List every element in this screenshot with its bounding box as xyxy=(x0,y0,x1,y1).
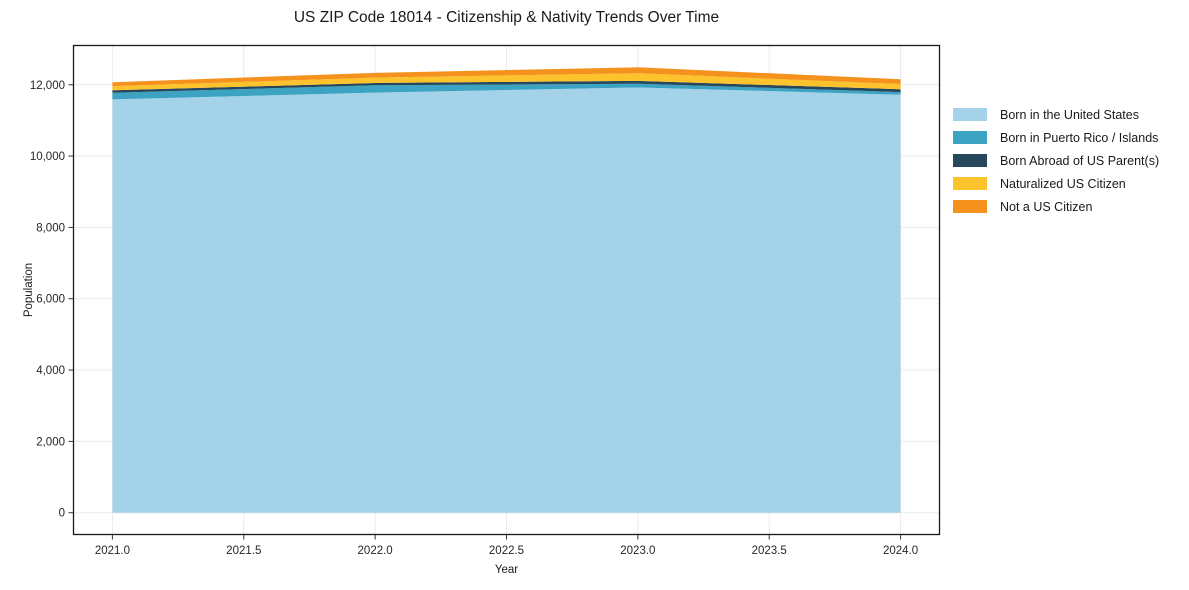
legend-swatch-born-us xyxy=(953,108,987,121)
legend-item-not-citizen: Not a US Citizen xyxy=(953,199,1159,214)
y-axis-label: Population xyxy=(23,262,35,318)
legend-item-born-abroad: Born Abroad of US Parent(s) xyxy=(953,153,1160,168)
y-tick-label: 0 xyxy=(59,508,65,520)
x-tick-label: 2021.5 xyxy=(226,545,261,557)
legend-swatch-born-abroad xyxy=(953,154,987,167)
legend-label-naturalized: Naturalized US Citizen xyxy=(1000,176,1126,191)
x-tick-label: 2022.0 xyxy=(358,545,393,557)
legend-swatch-naturalized xyxy=(953,177,987,190)
plot-area: 2021.0 2021.5 2022.0 2022.5 2023.0 2023.5 2024… xyxy=(30,44,941,557)
y-tick-label: 10,000 xyxy=(30,151,65,163)
y-tick-label: 6,000 xyxy=(36,294,65,306)
y-tick-label: 12,000 xyxy=(30,80,65,92)
y-tick-label: 4,000 xyxy=(36,365,65,377)
legend-swatch-not-citizen xyxy=(953,200,987,213)
x-tick-label: 2023.0 xyxy=(620,545,655,557)
legend-swatch-puerto-rico xyxy=(953,131,987,144)
area-born-in-puerto-rico-islands xyxy=(112,83,901,100)
area-born-in-the-united-states xyxy=(112,87,901,513)
x-tick-label: 2022.5 xyxy=(489,545,524,557)
legend-label-puerto-rico: Born in Puerto Rico / Islands xyxy=(1000,130,1159,145)
legend-item-naturalized: Naturalized US Citizen xyxy=(953,176,1159,191)
legend: Born in the United States Born in Puerto… xyxy=(953,108,1159,223)
x-tick-label: 2021.0 xyxy=(95,545,130,557)
x-axis-label: Year xyxy=(494,564,519,576)
plot-border xyxy=(72,44,941,536)
legend-item-puerto-rico: Born in Puerto Rico / Islands xyxy=(953,130,1159,145)
legend-label-born-abroad: Born Abroad of US Parent(s) xyxy=(1000,153,1160,168)
chart-title: US ZIP Code 18014 - Citizenship & Nativi… xyxy=(293,9,720,26)
area-not-a-us-citizen xyxy=(112,67,901,87)
y-tick-label: 8,000 xyxy=(36,222,65,234)
x-tick-label: 2023.5 xyxy=(752,545,787,557)
area-naturalized-us-citizen xyxy=(112,73,901,91)
legend-item-born-us: Born in the United States xyxy=(953,107,1159,122)
y-tick-label: 2,000 xyxy=(36,436,65,448)
area-born-abroad-of-us-parent-s xyxy=(112,80,901,93)
x-tick-label: 2024.0 xyxy=(883,545,918,557)
legend-label-born-us: Born in the United States xyxy=(1000,107,1139,122)
legend-label-not-citizen: Not a US Citizen xyxy=(1000,199,1093,214)
